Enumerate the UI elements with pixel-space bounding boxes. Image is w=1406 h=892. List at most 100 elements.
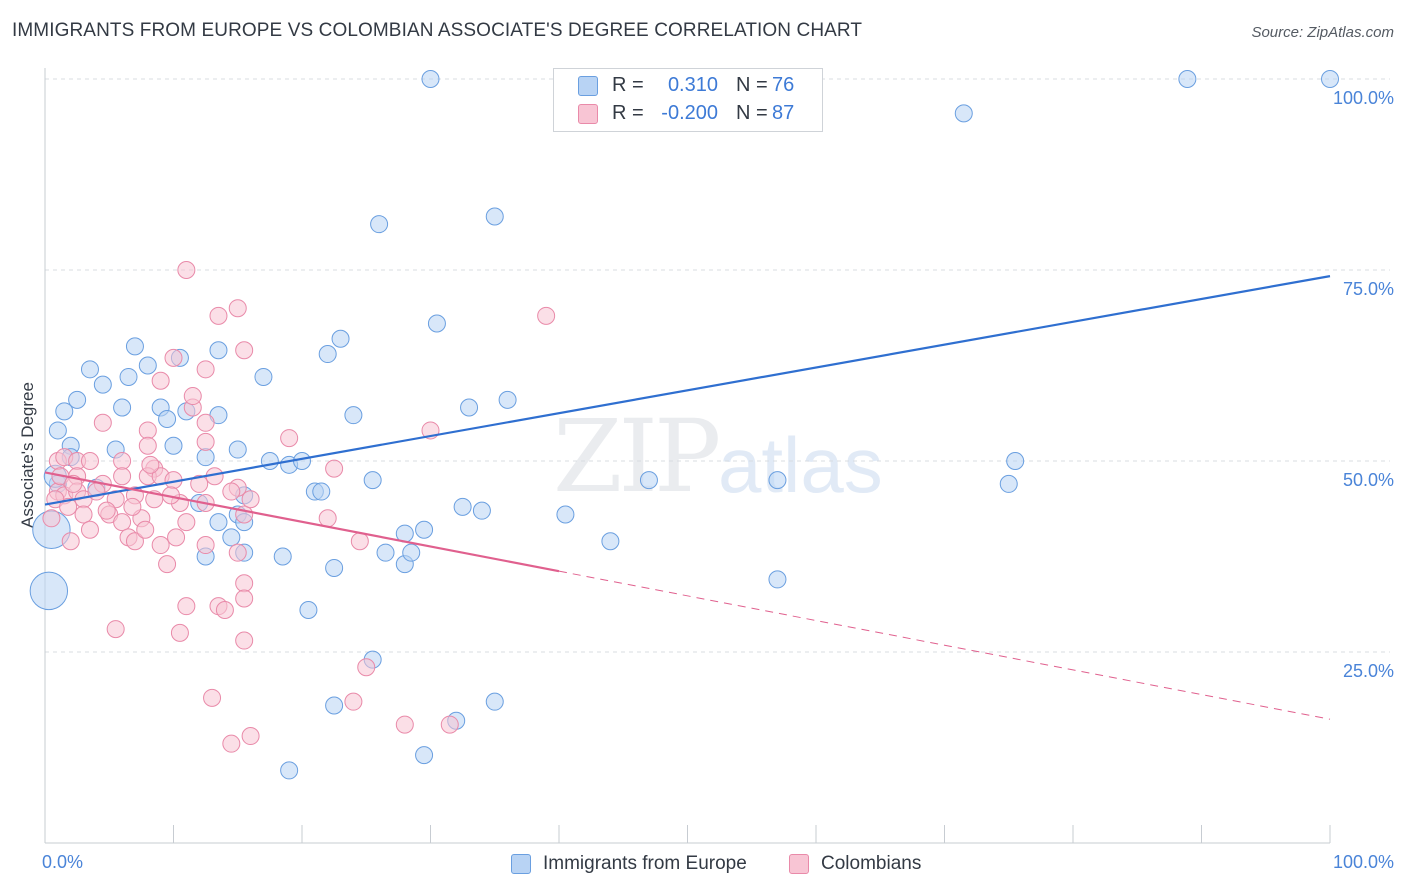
data-point-pink	[350, 532, 369, 551]
data-point-pink	[59, 497, 78, 516]
data-point-pink	[318, 509, 337, 528]
legend-row-pink: R = -0.200 N = 87	[554, 100, 822, 128]
data-point-pink	[280, 429, 299, 448]
legend-r-label: R =	[612, 102, 644, 124]
source-label: Source: ZipAtlas.com	[1251, 24, 1394, 41]
data-point-blue	[421, 70, 440, 88]
legend-row-blue: R = 0.310 N = 76	[554, 72, 822, 100]
x-tick-label-max: 100.0%	[1332, 852, 1394, 872]
data-point-blue	[768, 471, 787, 490]
data-point-blue	[254, 367, 273, 386]
data-point-blue	[415, 520, 434, 539]
data-point-blue	[119, 367, 138, 386]
data-point-blue	[158, 409, 177, 428]
data-point-blue	[55, 402, 74, 421]
data-point-pink	[537, 306, 556, 325]
data-point-pink	[222, 734, 241, 753]
data-point-pink	[235, 589, 254, 608]
data-point-pink	[203, 688, 222, 707]
data-point-blue	[415, 746, 434, 765]
data-point-pink	[196, 536, 215, 555]
legend-r-value-pink: -0.200	[661, 102, 718, 124]
watermark-zip: ZIP	[553, 398, 721, 515]
data-point-pink	[228, 543, 247, 562]
data-point-pink	[138, 421, 157, 440]
data-point-pink	[151, 371, 170, 390]
data-point-blue	[363, 471, 382, 490]
data-point-blue	[768, 570, 787, 589]
data-point-pink	[190, 474, 209, 493]
data-point-blue	[164, 436, 183, 455]
y-tick-label-75: 75.0%	[1342, 279, 1394, 299]
data-point-pink	[209, 306, 228, 325]
data-point-pink	[106, 620, 125, 639]
data-point-blue	[125, 337, 144, 356]
data-point-pink	[125, 532, 144, 551]
data-point-blue	[222, 528, 241, 547]
series-label-blue: Immigrants from Europe	[543, 853, 747, 874]
trend-line-blue	[44, 275, 1331, 506]
legend-n-label: N =	[736, 102, 768, 124]
data-point-pink	[357, 658, 376, 677]
data-point-pink	[235, 631, 254, 650]
data-point-pink	[177, 261, 196, 279]
legend-swatch-pink	[578, 104, 598, 124]
data-point-blue	[498, 390, 517, 409]
data-point-pink	[177, 597, 196, 616]
data-point-blue	[485, 207, 504, 226]
data-point-blue	[402, 543, 421, 562]
series-swatch-blue	[511, 854, 531, 874]
data-point-blue	[29, 571, 69, 611]
data-point-blue	[209, 513, 228, 532]
trend-line-extension-pink	[558, 570, 1331, 720]
data-point-pink	[235, 341, 254, 360]
data-point-pink	[228, 299, 247, 318]
data-point-pink	[97, 501, 116, 520]
data-point-blue	[1178, 70, 1197, 88]
data-point-blue	[556, 505, 575, 524]
data-point-blue	[370, 215, 389, 234]
data-point-pink	[136, 520, 155, 539]
data-point-blue	[1006, 452, 1025, 470]
data-point-blue	[196, 448, 215, 467]
data-point-pink	[158, 555, 177, 574]
data-point-pink	[74, 505, 93, 524]
data-point-blue	[1321, 70, 1339, 88]
legend-r-label: R =	[612, 74, 644, 96]
data-point-pink	[241, 490, 260, 509]
data-point-pink	[241, 727, 260, 746]
data-point-blue	[999, 474, 1018, 493]
data-point-blue	[68, 390, 87, 409]
data-point-pink	[123, 497, 142, 516]
data-point-pink	[93, 413, 112, 432]
data-point-blue	[260, 452, 279, 470]
data-point-pink	[113, 513, 132, 532]
trend-line-pink	[44, 471, 560, 573]
legend-n-value-blue: 76	[772, 74, 795, 96]
data-point-blue	[331, 329, 350, 348]
data-point-blue	[228, 440, 247, 459]
data-point-pink	[141, 455, 160, 474]
data-point-pink	[177, 513, 196, 532]
data-point-pink	[196, 432, 215, 451]
data-point-pink	[440, 715, 459, 734]
data-point-blue	[427, 314, 446, 333]
data-point-blue	[138, 356, 157, 375]
data-point-pink	[164, 348, 183, 367]
correlation-legend: R = 0.310 N = 76 R = -0.200 N = 87	[553, 68, 823, 132]
data-point-blue	[312, 482, 331, 501]
data-point-blue	[48, 421, 67, 440]
x-tick-label-min: 0.0%	[42, 852, 84, 872]
data-point-blue	[80, 360, 99, 379]
legend-swatch-blue	[578, 76, 598, 96]
data-point-blue	[209, 341, 228, 360]
data-point-blue	[325, 696, 344, 715]
y-tick-label-50: 50.0%	[1342, 470, 1394, 490]
data-point-blue	[485, 692, 504, 711]
watermark-atlas: atlas	[718, 421, 883, 509]
data-point-blue	[460, 398, 479, 417]
data-point-blue	[318, 345, 337, 364]
data-point-blue	[273, 547, 292, 566]
data-point-blue	[344, 406, 363, 425]
